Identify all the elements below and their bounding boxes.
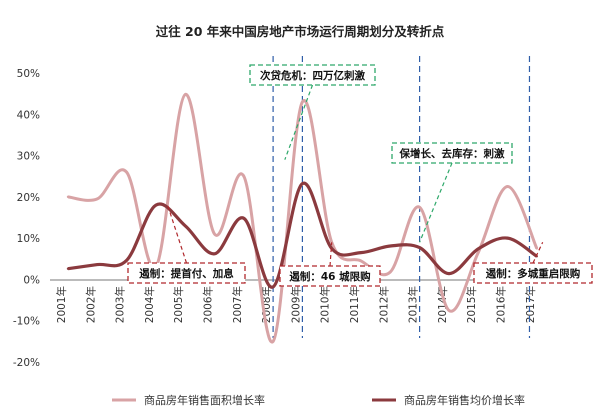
data-point bbox=[213, 252, 216, 256]
data-point bbox=[418, 205, 421, 209]
x-tick-label: 2003年 bbox=[114, 286, 127, 323]
annotation-pointer bbox=[532, 242, 544, 264]
data-point bbox=[389, 244, 392, 248]
data-point bbox=[301, 182, 304, 185]
chart-title: 过往 20 年来中国房地产市场运行周期划分及转折点 bbox=[156, 24, 445, 39]
x-tick-label: 2013年 bbox=[407, 286, 420, 323]
x-tick-label: 2006年 bbox=[202, 286, 215, 323]
x-tick-label: 2015年 bbox=[465, 286, 478, 323]
x-tick-label: 2004年 bbox=[143, 286, 156, 323]
x-tick-label: 2001年 bbox=[55, 286, 68, 323]
y-tick-label: 30% bbox=[17, 151, 40, 163]
data-point bbox=[96, 197, 99, 201]
stimulus-annotation: 保增长、去库存：刺激 bbox=[391, 142, 513, 243]
annotation-text: 遏制：46 城限购 bbox=[289, 270, 370, 283]
y-tick-label: 50% bbox=[17, 68, 40, 80]
restriction-annotation: 遏制：提首付、加息 bbox=[127, 204, 246, 284]
series-line-avg-price bbox=[67, 181, 538, 289]
data-point bbox=[125, 259, 128, 262]
y-tick-label: 10% bbox=[17, 233, 40, 245]
x-tick-label: 2007年 bbox=[231, 286, 244, 323]
data-point bbox=[242, 217, 245, 220]
data-point bbox=[447, 309, 451, 312]
legend: 商品房年销售面积增长率 商品房年销售均价增长率 bbox=[112, 393, 525, 407]
data-point bbox=[535, 247, 538, 250]
annotation-text: 保增长、去库存：刺激 bbox=[399, 147, 505, 160]
data-point bbox=[66, 267, 70, 270]
annotation-box bbox=[279, 265, 381, 287]
x-tick-label: 2011年 bbox=[348, 286, 361, 323]
y-axis-ticks: 50% 40% 30% 20% 10% 0% -10% -20% bbox=[13, 68, 40, 369]
annotation-text: 次贷危机：四万亿刺激 bbox=[260, 69, 365, 82]
vertical-markers bbox=[272, 56, 531, 338]
data-point bbox=[96, 263, 99, 266]
y-tick-label: 0% bbox=[23, 274, 40, 286]
data-point bbox=[506, 236, 509, 240]
legend-label: 商品房年销售均价增长率 bbox=[404, 393, 525, 407]
data-point bbox=[359, 251, 363, 254]
x-tick-label: 2009年 bbox=[289, 286, 302, 323]
legend-label: 商品房年销售面积增长率 bbox=[144, 393, 265, 407]
y-tick-label: -10% bbox=[13, 316, 40, 328]
x-tick-label: 2005年 bbox=[172, 286, 185, 323]
y-tick-label: 20% bbox=[17, 192, 40, 204]
x-tick-label: 2016年 bbox=[495, 286, 508, 323]
y-tick-label: -20% bbox=[13, 357, 40, 369]
y-tick-label: 40% bbox=[17, 109, 40, 121]
x-tick-label: 2012年 bbox=[377, 286, 390, 323]
annotation-box bbox=[473, 262, 593, 284]
data-point bbox=[477, 251, 480, 254]
annotation-box bbox=[127, 262, 246, 284]
annotation-pointer bbox=[284, 84, 314, 160]
annotation-pointer bbox=[167, 204, 188, 264]
x-tick-label: 2002年 bbox=[84, 286, 97, 323]
x-tick-label: 2017年 bbox=[524, 286, 537, 323]
data-point bbox=[242, 175, 245, 178]
annotation-text: 遏制：提首付、加息 bbox=[139, 267, 234, 280]
data-point bbox=[301, 100, 304, 104]
data-point bbox=[359, 259, 363, 263]
annotation-pointer bbox=[329, 242, 333, 267]
data-point bbox=[418, 246, 421, 249]
data-point bbox=[184, 93, 187, 96]
x-tick-label: 2010年 bbox=[319, 286, 332, 323]
annotation-text: 遏制：多城重启限购 bbox=[486, 267, 581, 280]
annotation-pointer bbox=[419, 162, 453, 243]
data-point bbox=[389, 270, 392, 274]
data-point bbox=[154, 203, 158, 207]
data-point bbox=[213, 232, 216, 236]
data-point bbox=[447, 272, 451, 275]
restriction-annotation: 遏制：多城重启限购 bbox=[473, 242, 593, 284]
data-point bbox=[271, 340, 275, 343]
data-point bbox=[506, 185, 509, 188]
annotation-box bbox=[391, 142, 513, 164]
restriction-annotation: 遏制：46 城限购 bbox=[279, 242, 381, 287]
data-point bbox=[66, 195, 70, 199]
data-point bbox=[477, 247, 480, 251]
stimulus-annotation: 次贷危机：四万亿刺激 bbox=[249, 64, 376, 160]
x-tick-label: 2014年 bbox=[436, 286, 449, 323]
data-point bbox=[125, 170, 128, 174]
data-point bbox=[271, 285, 275, 289]
data-point bbox=[184, 224, 187, 227]
annotation-box bbox=[249, 64, 376, 86]
